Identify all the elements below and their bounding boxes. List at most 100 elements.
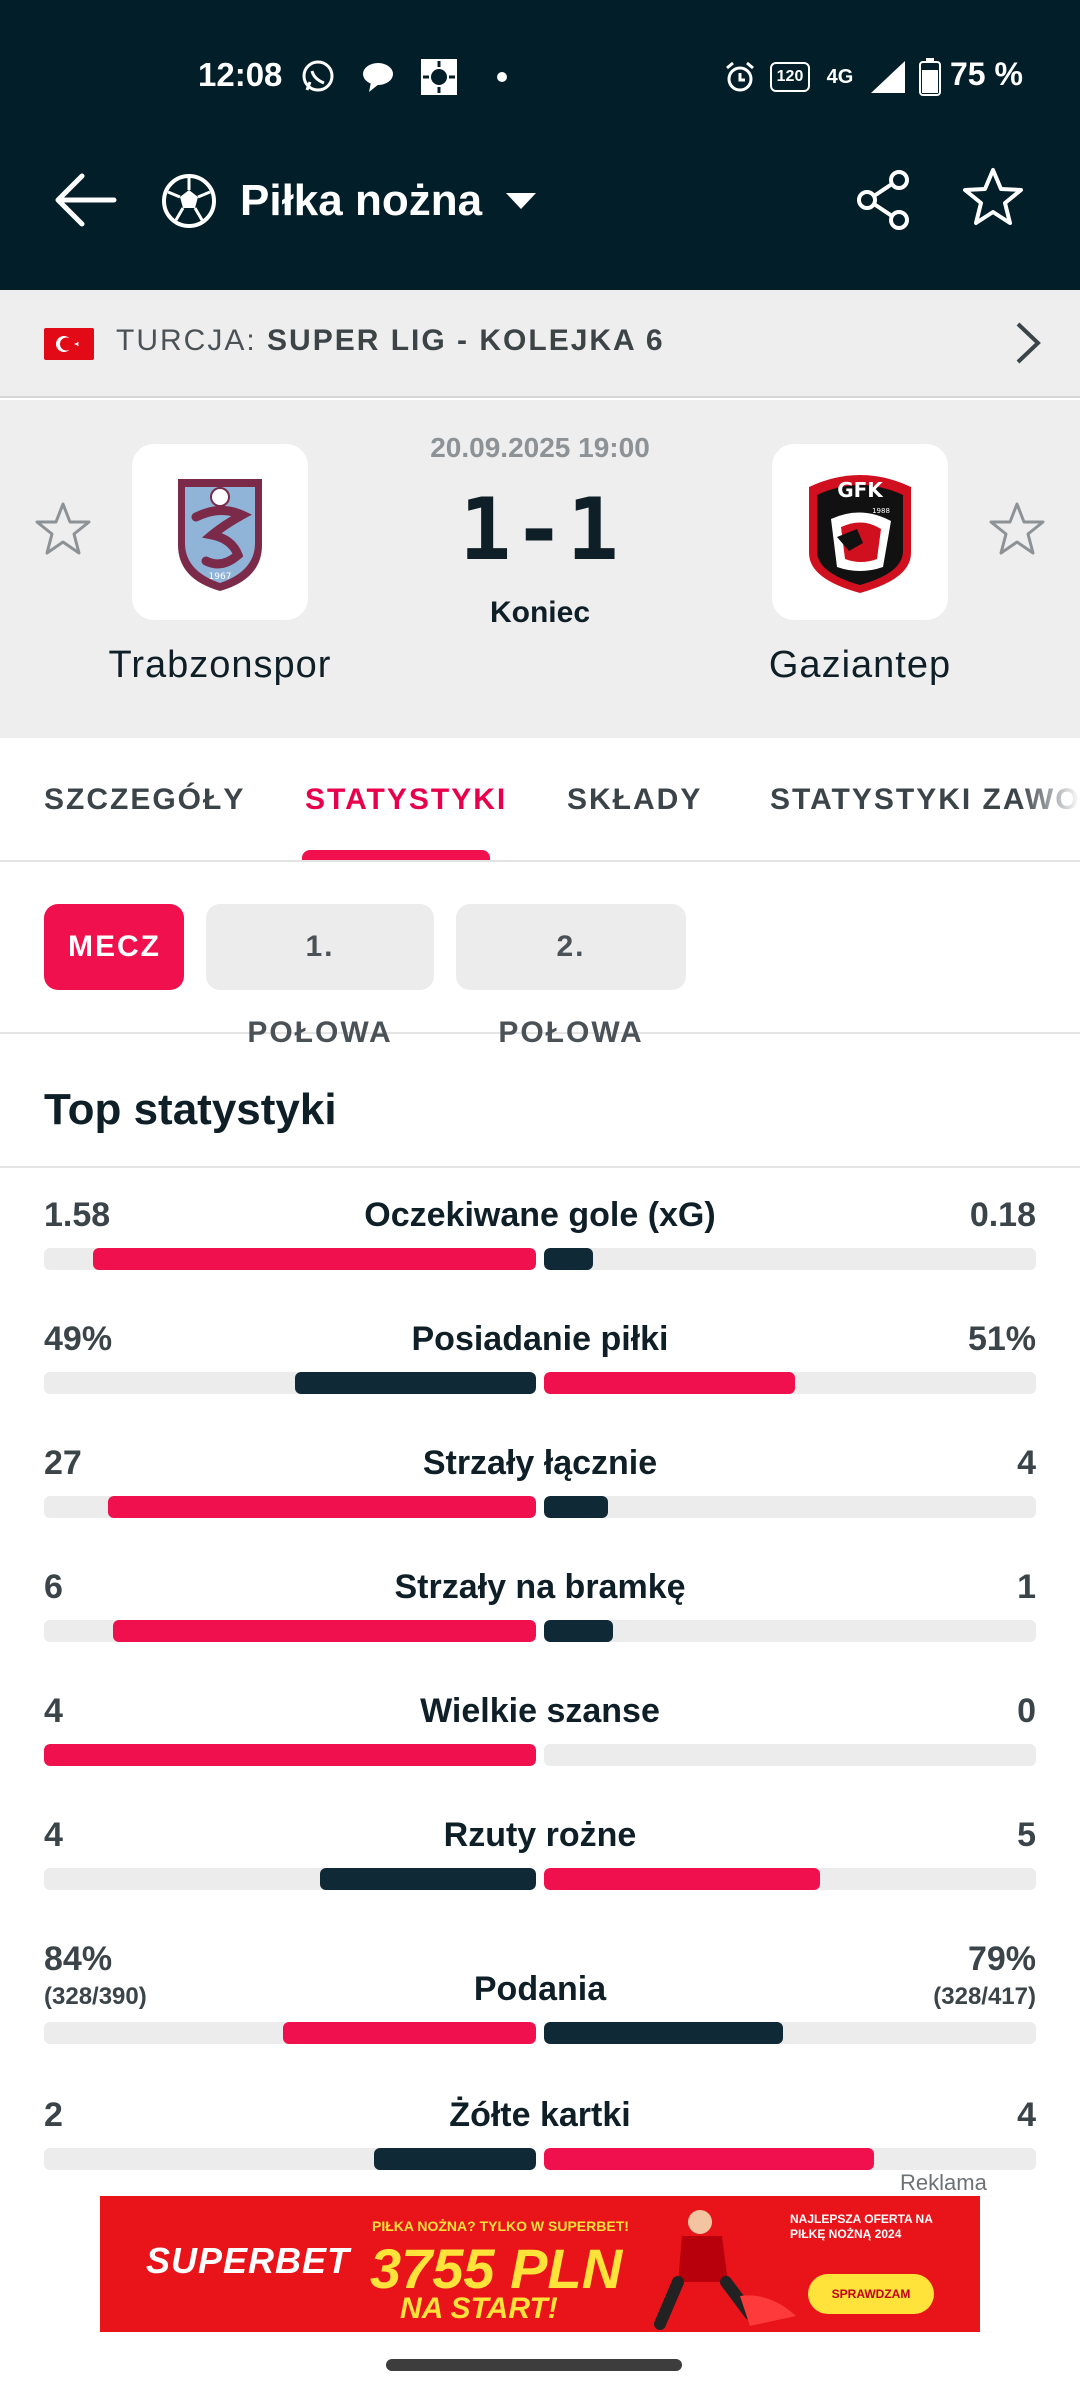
tab-details[interactable]: SZCZEGÓŁY (44, 783, 246, 816)
stat-away-bar (544, 1372, 795, 1394)
stat-home-bar (44, 1744, 536, 1766)
network-type-label: 4G (826, 65, 854, 88)
stat-row: 6 Strzały na bramkę 1 (0, 1568, 1080, 1692)
period-chip-second-half[interactable]: 2. POŁOWA (456, 904, 686, 1049)
stat-home-track (44, 1868, 536, 1890)
stat-home-value: 2 (44, 2096, 63, 2134)
stat-away-track (544, 1248, 1036, 1270)
back-button[interactable] (52, 170, 122, 230)
chat-bubble-icon (358, 58, 398, 96)
stat-away-bar (544, 2022, 783, 2044)
stat-home-sub: (328/390) (44, 1983, 147, 2010)
stat-away-track (544, 1744, 1036, 1766)
ad-label: Reklama (900, 2170, 987, 2195)
status-time: 12:08 (198, 56, 283, 93)
stat-home-track (44, 2148, 536, 2170)
stat-away-value: 5 (1017, 1816, 1036, 1854)
stat-row: 49% Posiadanie piłki 51% (0, 1320, 1080, 1444)
trabzonspor-crest-icon: 1967 (178, 479, 262, 591)
period-filter: MECZ 1. POŁOWA 2. POŁOWA (0, 862, 1080, 1049)
tab-statistics[interactable]: STATYSTYKI (305, 783, 508, 816)
tab-lineups[interactable]: SKŁADY (567, 783, 703, 816)
stat-home-value: 4 (44, 1816, 63, 1854)
period-chip-first-half[interactable]: 1. POŁOWA (206, 904, 434, 1049)
refresh-rate-icon: 120 (770, 62, 810, 92)
stat-home-bar (295, 1372, 536, 1394)
section-title: Top statystyki (44, 1085, 337, 1134)
stat-home-value: 49% (44, 1320, 113, 1358)
stat-away-value: 51% (967, 1320, 1036, 1358)
ad-banner[interactable]: SUPERBET PIŁKA NOŻNA? TYLKO W SUPERBET! … (100, 2196, 980, 2332)
brightness-icon (418, 58, 460, 96)
stat-row: 27 Strzały łącznie 4 (0, 1444, 1080, 1568)
home-team-logo[interactable]: 1967 (132, 444, 308, 620)
stat-home-track (44, 1496, 536, 1518)
stat-away-bar (544, 2148, 874, 2170)
tabs-fade (1020, 738, 1080, 860)
sport-label: Piłka nożna (240, 176, 483, 225)
stat-away-track (544, 1868, 1036, 1890)
ad-player-graphic-icon (654, 2210, 796, 2330)
stat-home-value: 27 (44, 1444, 82, 1482)
stat-away-track (544, 1372, 1036, 1394)
match-tabs: SZCZEGÓŁY STATYSTYKI SKŁADY STATYSTYKI Z… (0, 738, 1080, 862)
stat-away-bar (544, 1868, 820, 1890)
home-logo-year: 1967 (209, 572, 232, 582)
stat-home-track (44, 1620, 536, 1642)
stat-home-value: 4 (44, 1692, 63, 1730)
stat-name: Oczekiwane gole (xG) (364, 1196, 716, 1234)
period-chip-match[interactable]: MECZ (44, 904, 184, 990)
stat-away-track (544, 2148, 1036, 2170)
stat-away-bar (544, 1620, 613, 1642)
match-score: 1-1 (459, 480, 621, 580)
stat-home-bar (113, 1620, 536, 1642)
turkey-flag-icon (44, 328, 94, 360)
star-outline-icon (963, 168, 1023, 225)
battery-icon (918, 58, 942, 96)
chevron-right-icon (1016, 322, 1041, 364)
active-tab-indicator (302, 850, 490, 860)
ad-cta-button[interactable]: SPRAWDZAM (808, 2274, 934, 2314)
battery-percent: 75 % (950, 56, 1023, 92)
share-button[interactable] (855, 168, 913, 232)
sport-selector[interactable]: Piłka nożna (160, 168, 538, 234)
stat-away-bar (544, 1248, 593, 1270)
stat-away-bar (544, 1496, 608, 1518)
match-header: 1967 Trabzonspor 20.09.2025 19:00 1-1 Ko… (0, 400, 1080, 738)
stat-home-track (44, 1744, 536, 1766)
ad-brand: SUPERBET (146, 2240, 351, 2281)
notification-dot-icon (494, 58, 510, 96)
ad-subline: NA START! (400, 2292, 558, 2325)
match-datetime: 20.09.2025 19:00 (430, 432, 650, 463)
back-arrow-icon (55, 173, 117, 227)
away-team-name[interactable]: Gaziantep (768, 644, 952, 686)
stat-home-bar (108, 1496, 536, 1518)
stat-away-value: 79% (328/417) (933, 1940, 1036, 2010)
stat-home-track (44, 1248, 536, 1270)
section-divider (0, 1166, 1080, 1168)
ad-amount: 3755 PLN (370, 2237, 623, 2300)
whatsapp-icon (298, 58, 338, 96)
stat-home-bar (283, 2022, 536, 2044)
stat-row: 4 Rzuty rożne 5 (0, 1816, 1080, 1940)
stat-name: Rzuty rożne (443, 1816, 637, 1854)
home-indicator[interactable] (386, 2359, 682, 2371)
stat-row: 84% (328/390) Podania 79% (328/417) (0, 1940, 1080, 2064)
away-team-logo[interactable]: GFK 1988 (772, 444, 948, 620)
soccer-ball-icon (162, 174, 216, 228)
stat-away-value: 0 (1017, 1692, 1036, 1730)
stat-away-track (544, 1496, 1036, 1518)
stat-away-value: 0.18 (969, 1196, 1036, 1234)
favorite-match-button[interactable] (962, 166, 1024, 228)
stat-name: Wielkie szanse (420, 1692, 660, 1730)
home-team-favorite-star-icon[interactable] (34, 500, 92, 558)
app-header: 12:08 120 4G 75 % (0, 0, 1080, 290)
stat-name: Strzały na bramkę (394, 1568, 686, 1606)
away-team-favorite-star-icon[interactable] (988, 500, 1046, 558)
stat-away-sub: (328/417) (933, 1983, 1036, 2010)
gaziantep-crest-icon: GFK 1988 (809, 475, 911, 593)
stat-home-track (44, 1372, 536, 1394)
away-logo-abbr: GFK (837, 478, 884, 502)
league-row[interactable]: TURCJA: SUPER LIG - KOLEJKA 6 (0, 290, 1080, 398)
home-team-name[interactable]: Trabzonspor (108, 644, 332, 686)
